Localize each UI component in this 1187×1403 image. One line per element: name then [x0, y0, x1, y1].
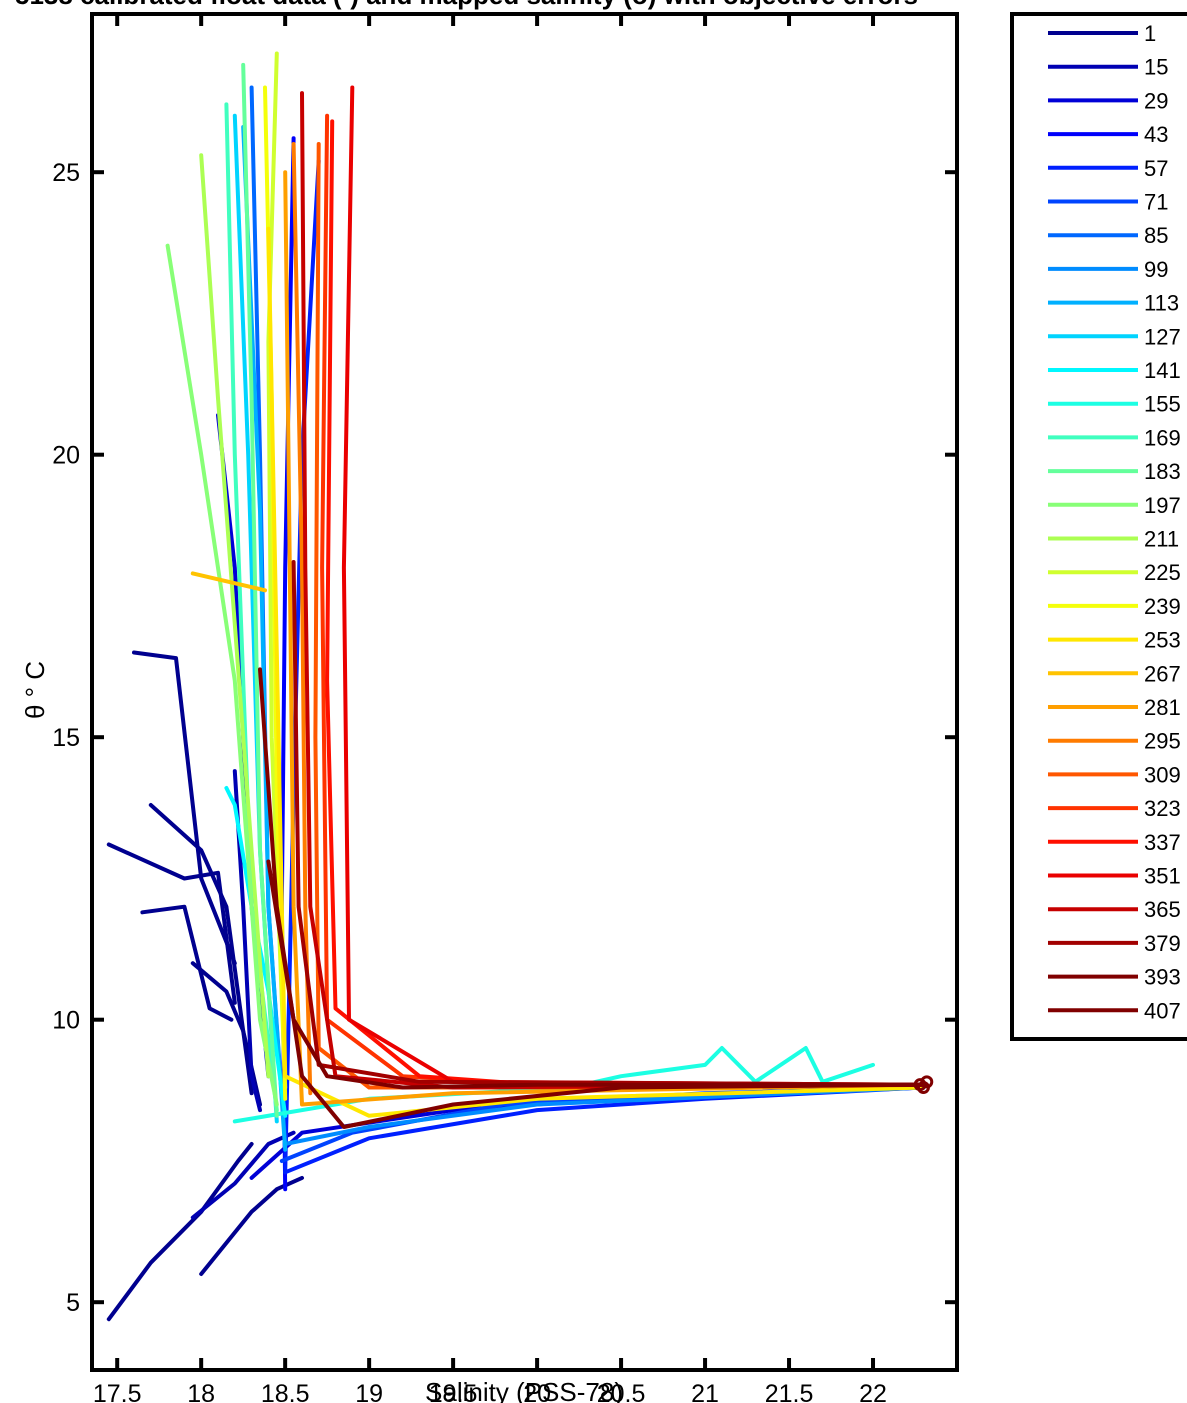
series-line-309-31 [313, 142, 926, 1090]
legend-label-127: 127 [1144, 324, 1181, 349]
series-line-281-29 [283, 170, 926, 1107]
x-tick-label: 19 [355, 1380, 383, 1403]
x-axis-label: Salinity (PSS-78) [425, 1377, 623, 1403]
legend-label-407: 407 [1144, 998, 1181, 1023]
legend-label-183: 183 [1144, 459, 1181, 484]
y-tick-label: 25 [52, 159, 80, 187]
legend-label-337: 337 [1144, 830, 1181, 855]
series-line-1-1 [132, 650, 237, 966]
mapped-point [920, 1075, 934, 1089]
legend-label-99: 99 [1144, 257, 1168, 282]
legend-label-1: 1 [1144, 21, 1156, 46]
legend-label-295: 295 [1144, 729, 1181, 754]
series-line-1-4 [140, 904, 234, 1022]
legend-label-379: 379 [1144, 931, 1181, 956]
legend-label-253: 253 [1144, 628, 1181, 653]
legend-label-267: 267 [1144, 661, 1181, 686]
legend-label-85: 85 [1144, 223, 1168, 248]
legend-label-309: 309 [1144, 762, 1181, 787]
chart-title: 5138 calibrated float data (-) and mappe… [15, 0, 918, 10]
series-line-99-16 [283, 1085, 926, 1146]
y-axis-label: θ ° C [20, 661, 50, 719]
x-tick-label: 21.5 [765, 1380, 814, 1403]
x-tick-label: 17.5 [93, 1380, 142, 1403]
x-tick-label: 20.5 [597, 1380, 646, 1403]
legend-label-141: 141 [1144, 358, 1181, 383]
legend-label-71: 71 [1144, 190, 1168, 215]
series-line-1-6 [199, 1175, 304, 1276]
plot-frame [90, 12, 959, 1372]
legend-frame [1010, 12, 1187, 1041]
x-tick-label: 18 [187, 1380, 215, 1403]
x-tick-label: 21 [691, 1380, 719, 1403]
x-tick-label: 19.5 [429, 1380, 478, 1403]
series-line-1-3 [148, 803, 254, 1096]
legend-items: 1 15 29 43 57 71 85 99 113 127 141 155 169 183 197 211 2… [1048, 21, 1181, 1023]
series-line-295-30 [291, 142, 313, 1096]
series-line-15-7 [190, 1130, 296, 1220]
legend-label-29: 29 [1144, 88, 1168, 113]
y-tick-label: 20 [52, 442, 80, 470]
series-line-1-0 [106, 1142, 254, 1322]
series-line-379-36 [291, 560, 926, 1087]
y-tick-label: 15 [52, 724, 80, 752]
series-line-407-38 [266, 859, 926, 1090]
legend-label-113: 113 [1144, 291, 1179, 316]
legend-label-239: 239 [1144, 594, 1181, 619]
series-line-1-2 [106, 842, 237, 1005]
x-tick-label: 18.5 [261, 1380, 310, 1403]
y-tick-label: 5 [66, 1289, 80, 1317]
y-axis: 5 10 15 20 25 [52, 159, 957, 1317]
legend-label-169: 169 [1144, 425, 1181, 450]
series-line-393-37 [258, 667, 926, 1129]
legend-label-281: 281 [1144, 695, 1181, 720]
legend-label-365: 365 [1144, 897, 1181, 922]
legend-label-323: 323 [1144, 796, 1181, 821]
plot-lines [106, 51, 926, 1322]
legend-label-393: 393 [1144, 965, 1181, 990]
series-line-365-35 [300, 91, 926, 1090]
legend-label-15: 15 [1144, 55, 1168, 80]
legend-label-155: 155 [1144, 392, 1181, 417]
series-line-267-28 [190, 571, 267, 593]
legend-label-57: 57 [1144, 156, 1168, 181]
legend-label-225: 225 [1144, 560, 1181, 585]
mapped-points [913, 1075, 934, 1094]
series-line-183-22 [241, 62, 279, 1118]
series-line-337-33 [325, 119, 926, 1087]
legend: 1 15 29 43 57 71 85 99 113 127 141 155 169 183 197 211 2… [1010, 12, 1187, 1041]
series-line-323-32 [320, 113, 926, 1087]
x-tick-label: 22 [859, 1380, 887, 1403]
series-line-211-24 [199, 153, 271, 1079]
legend-label-43: 43 [1144, 122, 1168, 147]
series-line-351-34 [341, 85, 926, 1087]
x-axis: 17.5 18 18.5 19 19.5 20 20.5 21 21.5 22 [93, 14, 887, 1403]
series-line-253-27 [266, 226, 926, 1118]
x-tick-label: 20 [523, 1380, 551, 1403]
legend-label-351: 351 [1144, 864, 1181, 889]
y-tick-label: 10 [52, 1007, 80, 1035]
legend-label-211: 211 [1144, 527, 1179, 552]
legend-label-197: 197 [1144, 493, 1181, 518]
